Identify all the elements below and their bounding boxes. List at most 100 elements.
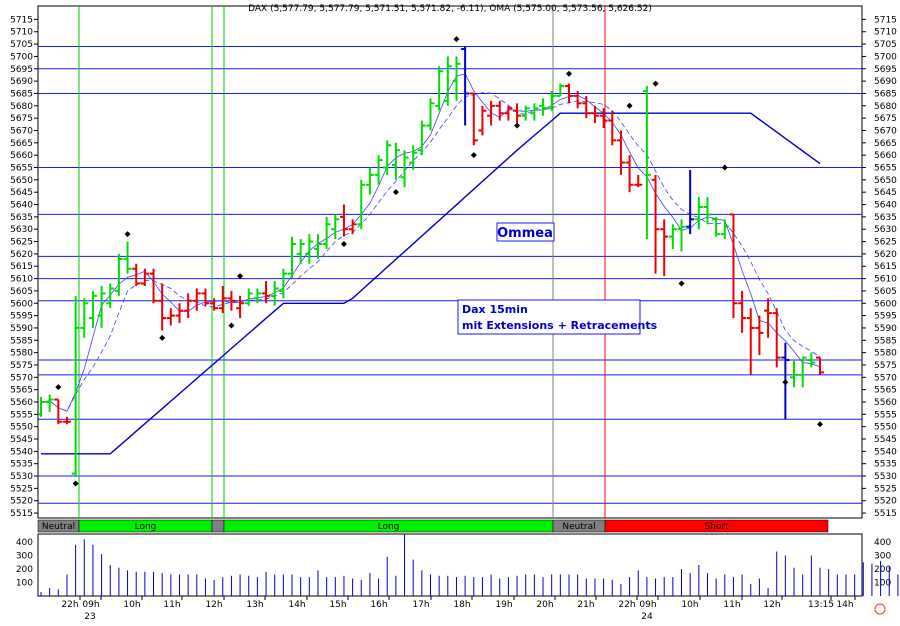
y-tick-label-left: 5700 [10, 52, 33, 62]
annotation-ommea: Ommea [497, 226, 553, 241]
y-tick-label-left: 5690 [10, 77, 33, 87]
y-tick-label-right: 5635 [874, 213, 897, 223]
phase-segment [211, 519, 225, 533]
y-tick-label-left: 5625 [10, 238, 33, 248]
y-tick-label-right: 5710 [874, 28, 897, 38]
pivot-diamond [678, 280, 685, 287]
y-tick-label-right: 5515 [874, 509, 897, 519]
y-tick-label-right: 5675 [874, 114, 897, 124]
y-tick-label-left: 5705 [10, 40, 33, 50]
y-tick-label-right: 5685 [874, 89, 897, 99]
pivot-diamond [514, 122, 521, 129]
y-tick-label-left: 5595 [10, 312, 33, 322]
pivot-diamond [392, 189, 399, 196]
y-tick-label-right: 5565 [874, 386, 897, 396]
y-tick-label-left: 5530 [10, 472, 33, 482]
smiley-icon [874, 603, 886, 615]
y-tick-label-right: 5625 [874, 238, 897, 248]
y-tick-label-left: 5615 [10, 262, 33, 272]
y-tick-label-left: 5525 [10, 484, 33, 494]
volume-tick-left: 400 [16, 538, 33, 548]
y-tick-label-left: 5600 [10, 299, 33, 309]
y-tick-label-left: 5515 [10, 509, 33, 519]
y-tick-label-right: 5680 [874, 102, 897, 112]
y-tick-label-right: 5640 [874, 201, 897, 211]
y-tick-label-left: 5540 [10, 447, 33, 457]
y-tick-label-right: 5645 [874, 188, 897, 198]
time-tick-label: 11h [723, 600, 740, 610]
y-tick-label-right: 5615 [874, 262, 897, 272]
pivot-diamond [340, 241, 347, 248]
y-tick-label-left: 5630 [10, 225, 33, 235]
time-tick-label: 09h [82, 600, 99, 610]
y-tick-label-right: 5655 [874, 164, 897, 174]
time-tick-label: 13:15 [808, 600, 834, 610]
day-label: 24 [641, 612, 653, 622]
y-tick-label-right: 5690 [874, 77, 897, 87]
y-tick-label-left: 5655 [10, 164, 33, 174]
volume-tick-left: 100 [16, 579, 33, 589]
y-tick-label-right: 5620 [874, 250, 897, 260]
trailing-stop-line [41, 112, 821, 455]
volume-tick-right: 100 [874, 579, 891, 589]
y-tick-label-right: 5700 [874, 52, 897, 62]
y-tick-label-right: 5705 [874, 40, 897, 50]
y-tick-label-right: 5570 [874, 373, 897, 383]
time-tick-label: 14h [288, 600, 305, 610]
y-tick-label-right: 5610 [874, 275, 897, 285]
volume-panel-frame [37, 533, 863, 597]
pivot-diamond [228, 322, 235, 329]
time-tick-label: 18h [453, 600, 470, 610]
time-tick-label: 09h [639, 600, 656, 610]
annotation-box-ommea [496, 222, 555, 242]
y-tick-label-right: 5605 [874, 287, 897, 297]
pivot-diamond [159, 334, 166, 341]
volume-tick-left: 200 [16, 565, 33, 575]
phase-label: Neutral [42, 522, 75, 532]
y-tick-label-right: 5550 [874, 423, 897, 433]
y-tick-label-left: 5575 [10, 361, 33, 371]
volume-tick-right: 200 [874, 565, 891, 575]
time-tick-label: 12h [763, 600, 780, 610]
annotation-dax-15min: Dax 15min [462, 303, 528, 316]
y-tick-label-left: 5555 [10, 410, 33, 420]
y-tick-label-right: 5695 [874, 65, 897, 75]
y-tick-label-right: 5535 [874, 460, 897, 470]
y-tick-label-left: 5560 [10, 398, 33, 408]
y-tick-label-left: 5715 [10, 15, 33, 25]
time-tick-label: 10h [123, 600, 140, 610]
day-label: 23 [84, 612, 95, 622]
y-tick-label-left: 5645 [10, 188, 33, 198]
time-tick-label: 11h [163, 600, 180, 610]
oma-mid-line [40, 92, 821, 412]
time-tick-label: 21h [577, 600, 594, 610]
y-tick-label-left: 5670 [10, 126, 33, 136]
price-panel-frame [37, 5, 863, 519]
annotation-box-dax [457, 299, 641, 335]
y-tick-label-left: 5665 [10, 139, 33, 149]
pivot-diamond [782, 379, 789, 386]
phase-segment [604, 519, 829, 533]
time-tick-label: 22h [61, 600, 78, 610]
y-tick-label-left: 5545 [10, 435, 33, 445]
y-tick-label-left: 5535 [10, 460, 33, 470]
y-tick-label-right: 5555 [874, 410, 897, 420]
phase-label: Short [704, 522, 729, 532]
time-tick-label: 14h [836, 600, 853, 610]
y-tick-label-right: 5520 [874, 497, 897, 507]
phase-label: Neutral [562, 522, 595, 532]
annotation-extensions: mit Extensions + Retracements [462, 319, 658, 332]
time-tick-label: 20h [536, 600, 553, 610]
y-tick-label-left: 5590 [10, 324, 33, 334]
y-tick-label-right: 5670 [874, 126, 897, 136]
phase-label: Long [135, 522, 157, 532]
y-tick-label-left: 5695 [10, 65, 33, 75]
volume-tick-right: 400 [874, 538, 891, 548]
time-tick-label: 22h [618, 600, 635, 610]
y-tick-label-left: 5640 [10, 201, 33, 211]
y-tick-label-right: 5545 [874, 435, 897, 445]
y-tick-label-left: 5610 [10, 275, 33, 285]
pivot-diamond [124, 231, 131, 238]
